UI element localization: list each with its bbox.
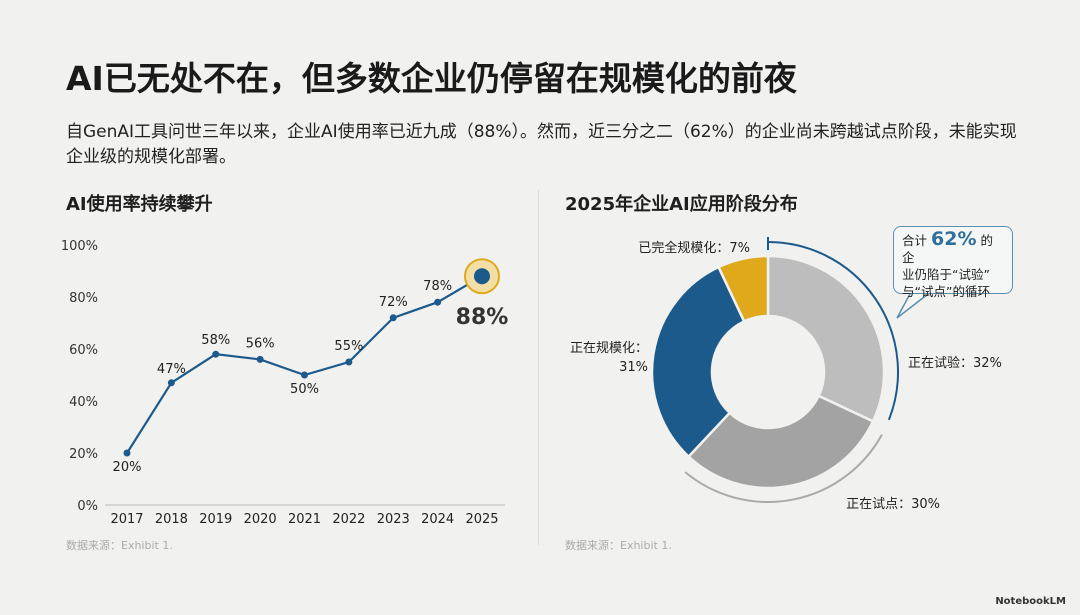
data-point xyxy=(123,449,131,457)
data-label: 55% xyxy=(334,339,363,354)
data-label: 58% xyxy=(201,333,230,348)
x-tick-label: 2024 xyxy=(421,512,454,527)
data-point xyxy=(256,355,264,363)
data-label: 78% xyxy=(423,279,452,294)
donut-chart-title: 2025年企业AI应用阶段分布 xyxy=(565,194,798,215)
label-experiment: 正在试验：32% xyxy=(908,355,1002,371)
callout-line2: 业仍陷于“试验” xyxy=(902,267,990,282)
notebooklm-logo: NotebookLM xyxy=(995,596,1066,607)
callout-line3: 与“试点”的循环 xyxy=(902,284,990,299)
data-point xyxy=(345,358,353,366)
x-tick-label: 2019 xyxy=(199,512,232,527)
data-label: 72% xyxy=(379,295,408,310)
data-point xyxy=(167,379,175,387)
experiment-bracket xyxy=(767,241,899,421)
data-label-highlight: 88% xyxy=(456,305,509,330)
donut-slice xyxy=(650,265,746,459)
line-chart-source: 数据来源：Exhibit 1. xyxy=(66,539,173,552)
subtitle: 自GenAI工具问世三年以来，企业AI使用率已近九成（88%）。然而，近三分之二… xyxy=(66,122,1017,167)
donut-slice xyxy=(686,394,875,490)
callout-pre: 合计 xyxy=(902,233,928,248)
pilot-bracket xyxy=(684,434,883,503)
data-point xyxy=(212,350,220,358)
donut-slice xyxy=(716,254,770,323)
data-point xyxy=(301,371,308,379)
x-tick-label: 2021 xyxy=(288,512,321,527)
donut-slice xyxy=(766,254,886,424)
donut-chart-source: 数据来源：Exhibit 1. xyxy=(565,539,672,552)
callout-post: 的企 xyxy=(902,233,993,265)
x-tick-label: 2018 xyxy=(155,512,188,527)
y-tick-label: 100% xyxy=(61,239,98,254)
line-chart: 0% 20% 40% 60% 80% 100% 2017 2018 2019 2020 2021 20… xyxy=(61,239,509,527)
data-label: 20% xyxy=(113,460,142,475)
divider xyxy=(538,190,539,545)
callout-box: 合计 62% 的企 业仍陷于“试验” 与“试点”的循环 xyxy=(893,226,1013,299)
data-label: 47% xyxy=(157,362,186,377)
line-chart-title: AI使用率持续攀升 xyxy=(66,194,213,215)
data-label: 56% xyxy=(246,336,275,351)
label-pilot: 正在试点：30% xyxy=(846,497,940,512)
x-tick-label: 2017 xyxy=(110,512,143,527)
x-tick-label: 2020 xyxy=(244,512,277,527)
label-scaling: 正在规模化： xyxy=(570,341,648,356)
data-point xyxy=(434,298,442,306)
callout-value: 62% xyxy=(931,228,977,250)
x-tick-label: 2022 xyxy=(332,512,365,527)
y-tick-label: 40% xyxy=(69,395,98,410)
x-tick-label: 2023 xyxy=(377,512,410,527)
data-point xyxy=(389,314,397,322)
x-tick-label: 2025 xyxy=(465,512,498,527)
data-point xyxy=(474,268,490,285)
y-tick-label: 80% xyxy=(69,291,98,306)
data-label: 50% xyxy=(290,382,319,397)
y-tick-label: 60% xyxy=(69,343,98,358)
label-scaling-value: 31% xyxy=(619,360,648,375)
page-title: AI已无处不在，但多数企业仍停留在规模化的前夜 xyxy=(66,59,797,98)
callout-pointer xyxy=(896,293,929,319)
y-tick-label: 20% xyxy=(69,447,98,462)
y-tick-label: 0% xyxy=(77,499,98,514)
label-fully-scaled: 已完全规模化：7% xyxy=(638,240,750,256)
